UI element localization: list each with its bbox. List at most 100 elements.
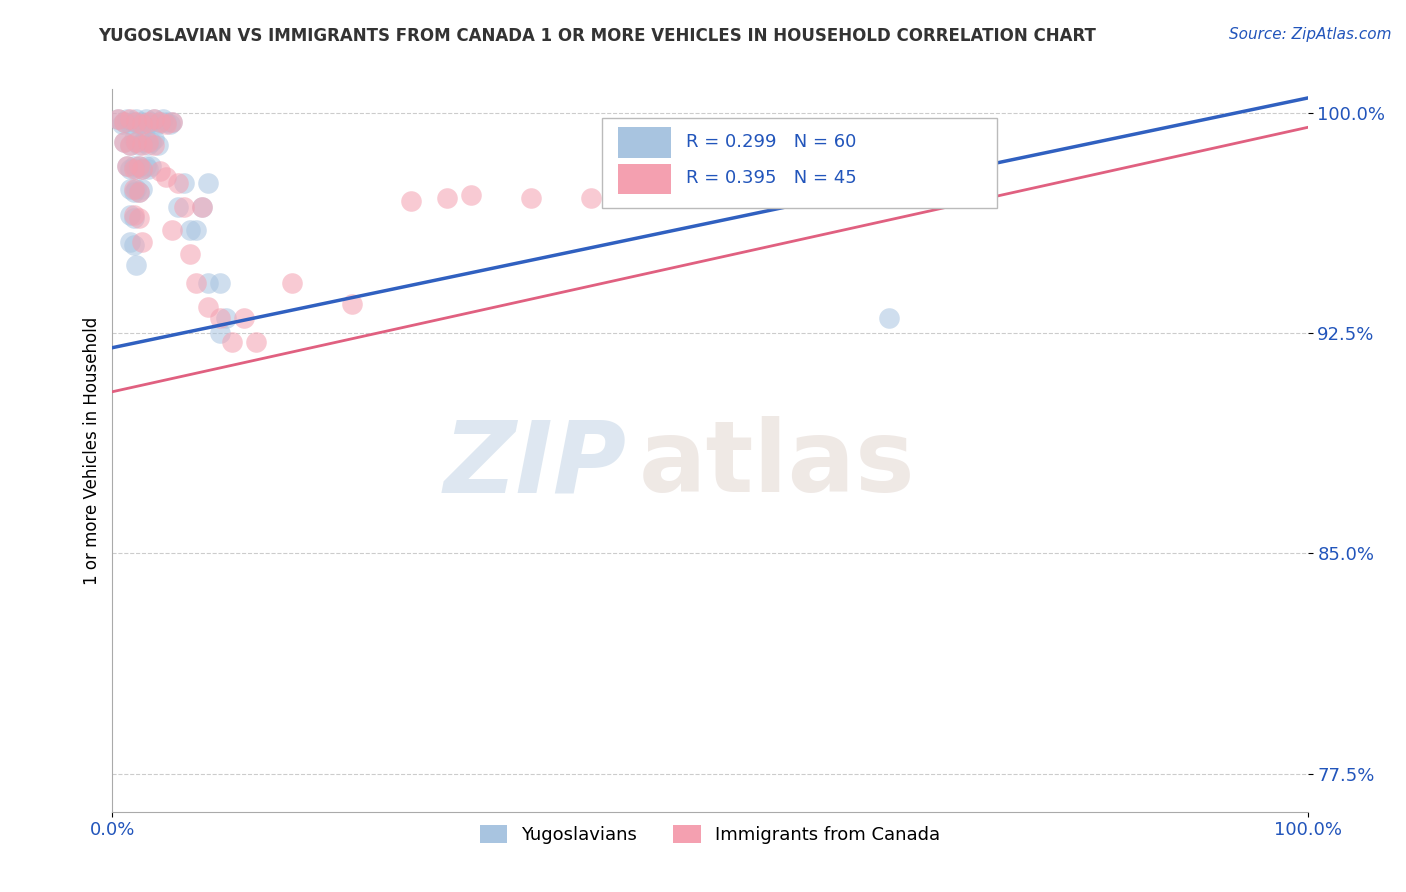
Point	[120, 118, 142, 132]
Point	[120, 138, 142, 153]
Point	[146, 138, 169, 153]
Point	[162, 114, 183, 128]
Point	[149, 114, 172, 128]
Text: R = 0.395   N = 45: R = 0.395 N = 45	[686, 169, 856, 187]
Text: ZIP: ZIP	[443, 417, 627, 514]
Point	[120, 209, 142, 223]
Point	[197, 276, 219, 290]
Point	[139, 114, 162, 128]
Point	[460, 188, 482, 202]
Point	[125, 182, 148, 196]
Point	[152, 112, 174, 126]
Point	[167, 176, 190, 190]
Point	[122, 161, 145, 176]
Point	[131, 235, 153, 249]
Point	[155, 170, 177, 185]
Point	[131, 182, 153, 196]
Point	[135, 159, 157, 173]
Point	[173, 200, 195, 214]
Point	[143, 112, 166, 126]
Point	[114, 114, 135, 128]
Legend: Yugoslavians, Immigrants from Canada: Yugoslavians, Immigrants from Canada	[471, 816, 949, 854]
Point	[139, 135, 162, 149]
Point	[221, 334, 243, 349]
Point	[155, 114, 177, 128]
Point	[143, 112, 166, 126]
Point	[149, 164, 172, 178]
Point	[122, 132, 145, 146]
Point	[159, 118, 181, 132]
Point	[138, 161, 160, 176]
Point	[281, 276, 304, 290]
Point	[128, 159, 150, 173]
Point	[162, 114, 183, 128]
Point	[197, 300, 219, 314]
Point	[520, 191, 543, 205]
Point	[138, 118, 160, 132]
Text: R = 0.299   N = 60: R = 0.299 N = 60	[686, 133, 856, 151]
Point	[125, 135, 148, 149]
Point	[138, 135, 160, 149]
Point	[122, 238, 145, 252]
Point	[179, 246, 201, 260]
Point	[125, 112, 148, 126]
Point	[149, 114, 172, 128]
Point	[209, 276, 232, 290]
Point	[155, 118, 177, 132]
Point	[125, 161, 148, 176]
Point	[233, 311, 256, 326]
Point	[138, 114, 160, 128]
Point	[135, 132, 157, 146]
Point	[162, 223, 183, 237]
Point	[186, 223, 208, 237]
Point	[131, 138, 153, 153]
Point	[128, 138, 150, 153]
FancyBboxPatch shape	[619, 163, 671, 194]
Point	[139, 159, 162, 173]
Text: YUGOSLAVIAN VS IMMIGRANTS FROM CANADA 1 OR MORE VEHICLES IN HOUSEHOLD CORRELATIO: YUGOSLAVIAN VS IMMIGRANTS FROM CANADA 1 …	[98, 27, 1097, 45]
Point	[120, 235, 142, 249]
Point	[245, 334, 267, 349]
Point	[436, 191, 458, 205]
Point	[125, 259, 148, 273]
Point	[173, 176, 195, 190]
Point	[107, 112, 129, 126]
Point	[125, 114, 148, 128]
Text: Source: ZipAtlas.com: Source: ZipAtlas.com	[1229, 27, 1392, 42]
Point	[131, 135, 153, 149]
Point	[179, 223, 201, 237]
Point	[115, 159, 138, 173]
Point	[120, 112, 142, 126]
Point	[122, 185, 145, 199]
Point	[191, 200, 214, 214]
Point	[197, 176, 219, 190]
Point	[146, 118, 169, 132]
Point	[114, 135, 135, 149]
Point	[131, 118, 153, 132]
Point	[115, 159, 138, 173]
Point	[122, 211, 145, 226]
Point	[209, 311, 232, 326]
Point	[579, 191, 602, 205]
Point	[135, 112, 157, 126]
Point	[120, 161, 142, 176]
Point	[120, 138, 142, 153]
Point	[122, 114, 145, 128]
Point	[167, 200, 190, 214]
Text: atlas: atlas	[638, 417, 915, 514]
Point	[879, 311, 901, 326]
Point	[209, 326, 232, 340]
Point	[128, 211, 150, 226]
Y-axis label: 1 or more Vehicles in Household: 1 or more Vehicles in Household	[83, 317, 101, 584]
Point	[120, 182, 142, 196]
Point	[401, 194, 423, 208]
Point	[125, 135, 148, 149]
Point	[122, 159, 145, 173]
Point	[186, 276, 208, 290]
Point	[128, 118, 150, 132]
Point	[128, 185, 150, 199]
Point	[131, 114, 153, 128]
Point	[128, 185, 150, 199]
Point	[131, 161, 153, 176]
Point	[111, 118, 134, 132]
